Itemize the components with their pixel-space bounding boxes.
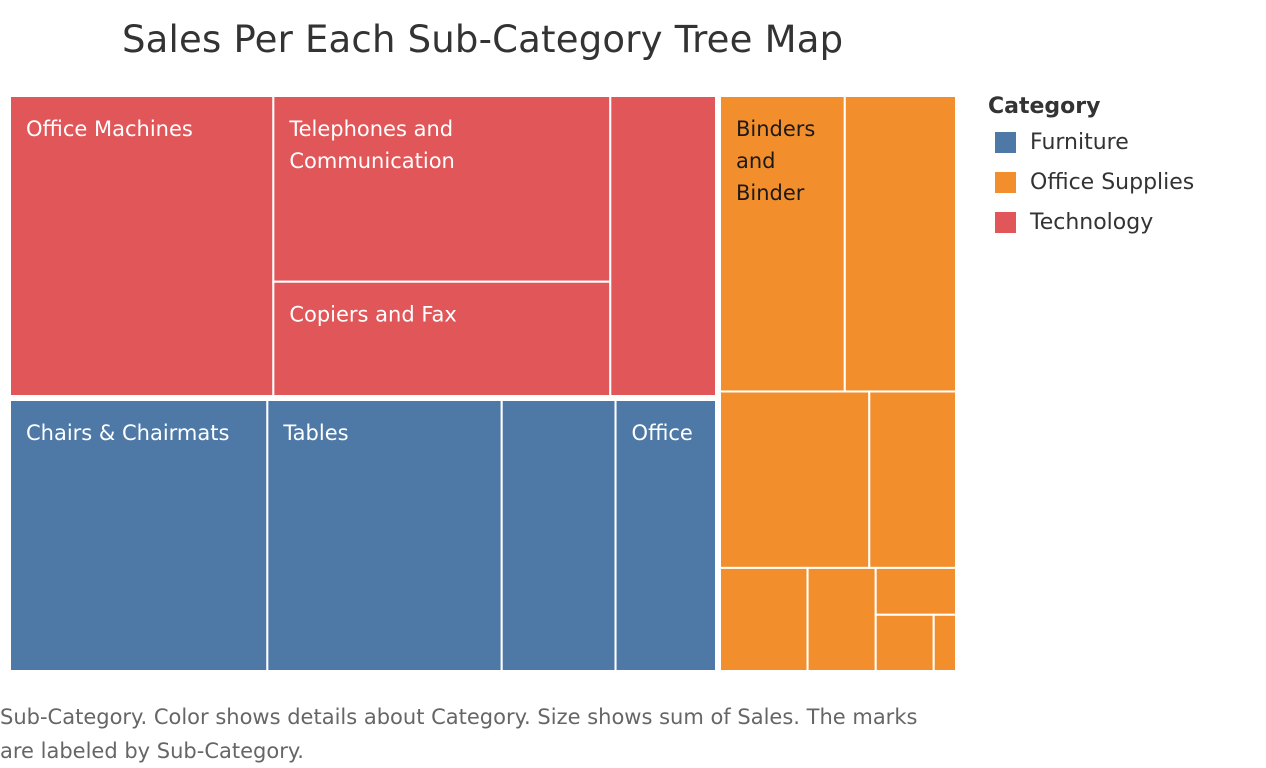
legend-swatch-technology [995,211,1016,233]
tile-office[interactable] [614,399,718,672]
tile-telephones-and-communication[interactable] [272,95,612,283]
tile-label-office: Office [632,421,693,445]
tile-furniture-unlabeled-1[interactable] [500,399,617,672]
tile-technology-unlabeled-1[interactable] [609,95,717,397]
tile-office-supplies-unlabeled-1[interactable] [843,95,958,393]
tile-office-supplies-unlabeled-4[interactable] [719,566,809,672]
tile-label-office-machines: Office Machines [26,117,193,141]
tile-office-supplies-unlabeled-5[interactable] [806,566,877,672]
tile-label-binders-and-binder: Binders and Binder [736,117,815,205]
tile-office-supplies-unlabeled-3[interactable] [868,390,957,569]
tile-office-supplies-unlabeled-7[interactable] [874,613,935,672]
tile-label-copiers-and-fax: Copiers and Fax [289,303,456,327]
tile-office-supplies-unlabeled-6[interactable] [874,566,958,616]
legend-swatch-office-supplies [995,171,1016,193]
tile-chairs-and-chairmats[interactable] [9,399,269,672]
legend-item-furniture[interactable]: Furniture [988,122,1258,162]
legend-label-technology: Technology [1030,209,1154,235]
legend-title: Category [988,94,1101,119]
tile-label-tables: Tables [282,421,348,445]
legend-label-office-supplies: Office Supplies [1030,169,1195,195]
legend-item-office-supplies[interactable]: Office Supplies [988,162,1258,202]
chart-title: Sales Per Each Sub-Category Tree Map [122,18,844,61]
legend-item-technology[interactable]: Technology [988,202,1258,242]
tile-office-supplies-unlabeled-2[interactable] [719,390,871,569]
tile-office-machines[interactable] [9,95,275,397]
chart-caption: Sub-Category. Color shows details about … [0,705,918,763]
legend-label-furniture: Furniture [1030,129,1129,155]
legend: Category Furniture Office Supplies Techn… [988,92,1258,242]
treemap-chart: Office Machines Telephones and Communicati… [9,95,958,672]
tile-tables[interactable] [266,399,503,672]
tile-copiers-and-fax[interactable] [272,280,612,398]
tile-label-telephones-and-communication: Telephones and Communication [288,117,455,173]
legend-swatch-furniture [995,131,1016,153]
tile-label-chairs-and-chairmats: Chairs & Chairmats [26,421,229,445]
tile-office-supplies-unlabeled-8[interactable] [932,613,957,672]
